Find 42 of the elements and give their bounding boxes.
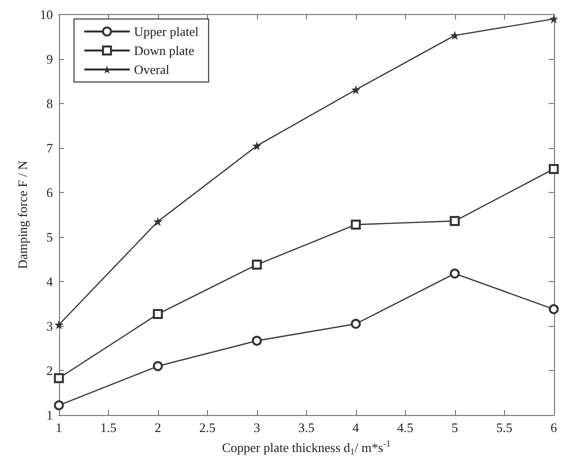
point [54,373,64,384]
point [548,164,559,174]
x-tick-label: 5 [452,420,458,436]
point [153,216,162,226]
legend-label: Upper platel [134,24,199,39]
x-tick-label: 2.5 [199,420,216,436]
legend-label: Down plate [134,43,195,58]
point [351,85,360,94]
x-tick-label: 6 [550,420,558,436]
y-axis-title: Damping force F / N [15,160,30,269]
point [450,30,460,40]
legend-label: Overal [134,62,170,77]
x-tick-label: 2 [154,420,162,436]
point [450,268,460,279]
point [450,216,460,226]
point [54,320,64,330]
point [54,400,64,410]
point [252,141,262,150]
point [152,309,163,320]
y-tick-label: 2 [46,363,53,378]
point [549,14,558,24]
point [350,318,361,329]
y-tick-label: 7 [46,140,54,156]
y-tick-label: 5 [46,230,53,245]
x-tick-label: 5.5 [496,420,512,436]
x-tick-label: 3 [254,420,260,436]
point [252,336,262,346]
y-tick-label: 8 [46,96,53,112]
point [252,260,262,270]
point [548,304,559,314]
y-tick-label: 1 [46,408,53,423]
y-tick-label: 3 [46,318,53,334]
point [350,220,361,230]
point [152,361,163,372]
y-tick-label: 9 [46,52,53,67]
y-tick-label: 10 [40,7,53,22]
x-tick-label: 3.5 [298,420,314,436]
y-tick-label: 6 [46,185,54,200]
x-tick-label: 4.5 [397,420,414,436]
x-tick-label: 1.5 [100,420,117,436]
y-tick-label: 4 [46,274,54,290]
x-tick-label: 4 [352,420,360,436]
